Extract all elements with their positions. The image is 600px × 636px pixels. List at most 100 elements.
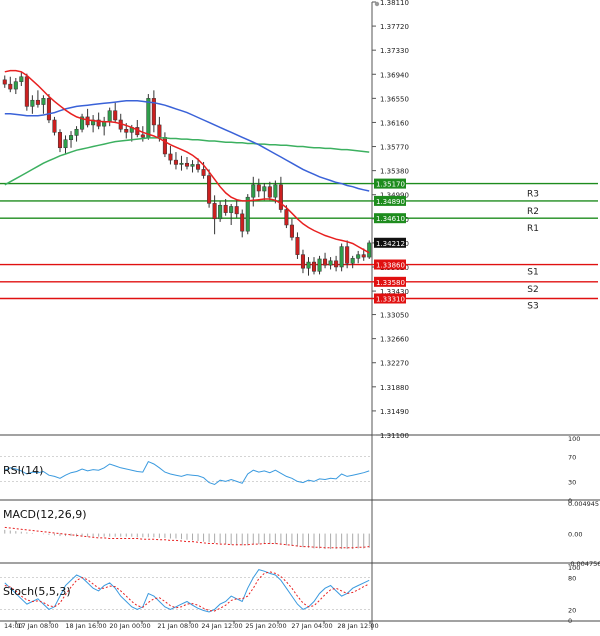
candle-bear — [52, 119, 57, 133]
price-tick-label: 1.33430 — [380, 288, 409, 296]
level-price-tag — [374, 178, 406, 189]
level-name-r3: R3 — [527, 190, 539, 200]
time-tick-label: 21 Jan 08:00 — [157, 622, 198, 630]
price-tick-label: 1.34990 — [380, 192, 409, 200]
candle-bear — [289, 224, 294, 238]
time-tick-label: 20 Jan 00:00 — [109, 622, 150, 630]
price-tick-label: 1.32270 — [380, 360, 409, 368]
candle-bear — [46, 98, 51, 121]
rsi-line — [4, 460, 370, 486]
candle-bull — [328, 260, 333, 266]
price-tick-label: 1.31100 — [380, 432, 409, 440]
time-tick-label: 24 Jan 12:00 — [201, 622, 242, 630]
candle-bull — [41, 98, 46, 105]
level-name-s1: S1 — [527, 268, 538, 278]
candle-bear — [334, 260, 339, 268]
macd-label: MACD(12,26,9) — [3, 508, 87, 521]
ma-slow-line — [4, 137, 370, 186]
candle-bear — [140, 134, 145, 138]
candle-bull — [218, 204, 223, 220]
rsi-tick-label: 30 — [568, 478, 576, 486]
rsi-tick-label: 0 — [568, 497, 572, 505]
candle-bear — [124, 128, 129, 133]
candle-bear — [162, 137, 167, 155]
ma-mid-line — [4, 100, 370, 192]
level-name-s3: S3 — [527, 301, 538, 311]
candle-bear — [361, 254, 366, 258]
candle-bull — [19, 76, 24, 82]
stoch-tick-label: 80 — [568, 575, 576, 583]
candle-bull — [107, 110, 112, 122]
candle-bull — [367, 242, 372, 258]
candle-bear — [323, 258, 328, 266]
candle-bull — [74, 128, 79, 136]
level-price-tag — [374, 293, 406, 304]
candle-bear — [223, 204, 228, 213]
level-price-label: 1.34890 — [376, 198, 405, 206]
candle-bear — [240, 213, 245, 232]
candle-bear — [151, 98, 156, 126]
candle-bear — [284, 209, 289, 226]
candle-bear — [157, 124, 162, 138]
time-tick-label: 27 Jan 04:00 — [291, 622, 332, 630]
candle-bull — [317, 258, 322, 272]
level-price-tag — [374, 195, 406, 206]
candle-bear — [24, 76, 29, 107]
candle-bull — [179, 162, 184, 165]
candle-bear — [2, 79, 7, 85]
candle-bear — [113, 110, 118, 121]
candle-bear — [96, 119, 101, 127]
current-price-label: 1.34212 — [376, 240, 405, 248]
candle-bear — [196, 164, 201, 170]
price-tick-label: 1.31490 — [380, 408, 409, 416]
candle-bear — [234, 206, 239, 215]
level-price-label: 1.33310 — [376, 295, 405, 303]
macd-tick-label: 0.00 — [568, 531, 582, 539]
candle-bear — [212, 203, 217, 220]
scroll-handle-icon — [374, 1, 380, 7]
candle-bear — [57, 132, 63, 149]
candle-bear — [267, 186, 272, 198]
price-tick-label: 1.37330 — [380, 47, 409, 55]
level-price-label: 1.35170 — [376, 181, 405, 189]
candle-bear — [8, 83, 13, 90]
level-price-tag — [374, 259, 406, 270]
price-tick-label: 1.36550 — [380, 95, 409, 103]
candle-bull — [146, 98, 151, 138]
time-tick-label: 28 Jan 12:00 — [337, 622, 378, 630]
time-tick-label: 18 Jan 16:00 — [65, 622, 106, 630]
candle-bear — [278, 184, 283, 210]
macd-tick-label: 0.004945 — [568, 500, 599, 508]
candle-bull — [229, 206, 234, 213]
candle-bull — [30, 99, 35, 107]
price-tick-label: 1.33050 — [380, 312, 409, 320]
rsi-label: RSI(14) — [3, 464, 43, 477]
candle-bull — [339, 246, 344, 268]
macd-signal-line — [4, 526, 370, 549]
candle-bull — [63, 139, 68, 149]
stoch-tick-label: 20 — [568, 606, 576, 614]
current-price-tag — [374, 237, 406, 248]
candle-bull — [350, 258, 355, 264]
candle-bear — [207, 175, 212, 204]
stoch-d-line — [4, 571, 370, 612]
price-tick-label: 1.32660 — [380, 336, 409, 344]
candle-bear — [300, 254, 305, 269]
level-name-s2: S2 — [527, 285, 538, 295]
price-tick-label: 1.36940 — [380, 71, 409, 79]
stoch-label: Stoch(5,5,3) — [3, 585, 71, 598]
ma-fast-line — [4, 69, 370, 254]
level-price-tag — [374, 276, 406, 287]
price-tick-label: 1.31880 — [380, 384, 409, 392]
candle-bear — [173, 159, 178, 165]
candle-bear — [168, 153, 173, 161]
level-name-r1: R1 — [527, 224, 539, 234]
candle-bear — [311, 261, 317, 272]
candle-bear — [256, 184, 261, 192]
candle-bear — [201, 169, 206, 176]
time-tick-label: 14:00 — [4, 622, 23, 630]
price-tick-label: 1.38110 — [380, 0, 409, 7]
price-tick-label: 1.35770 — [380, 144, 409, 152]
